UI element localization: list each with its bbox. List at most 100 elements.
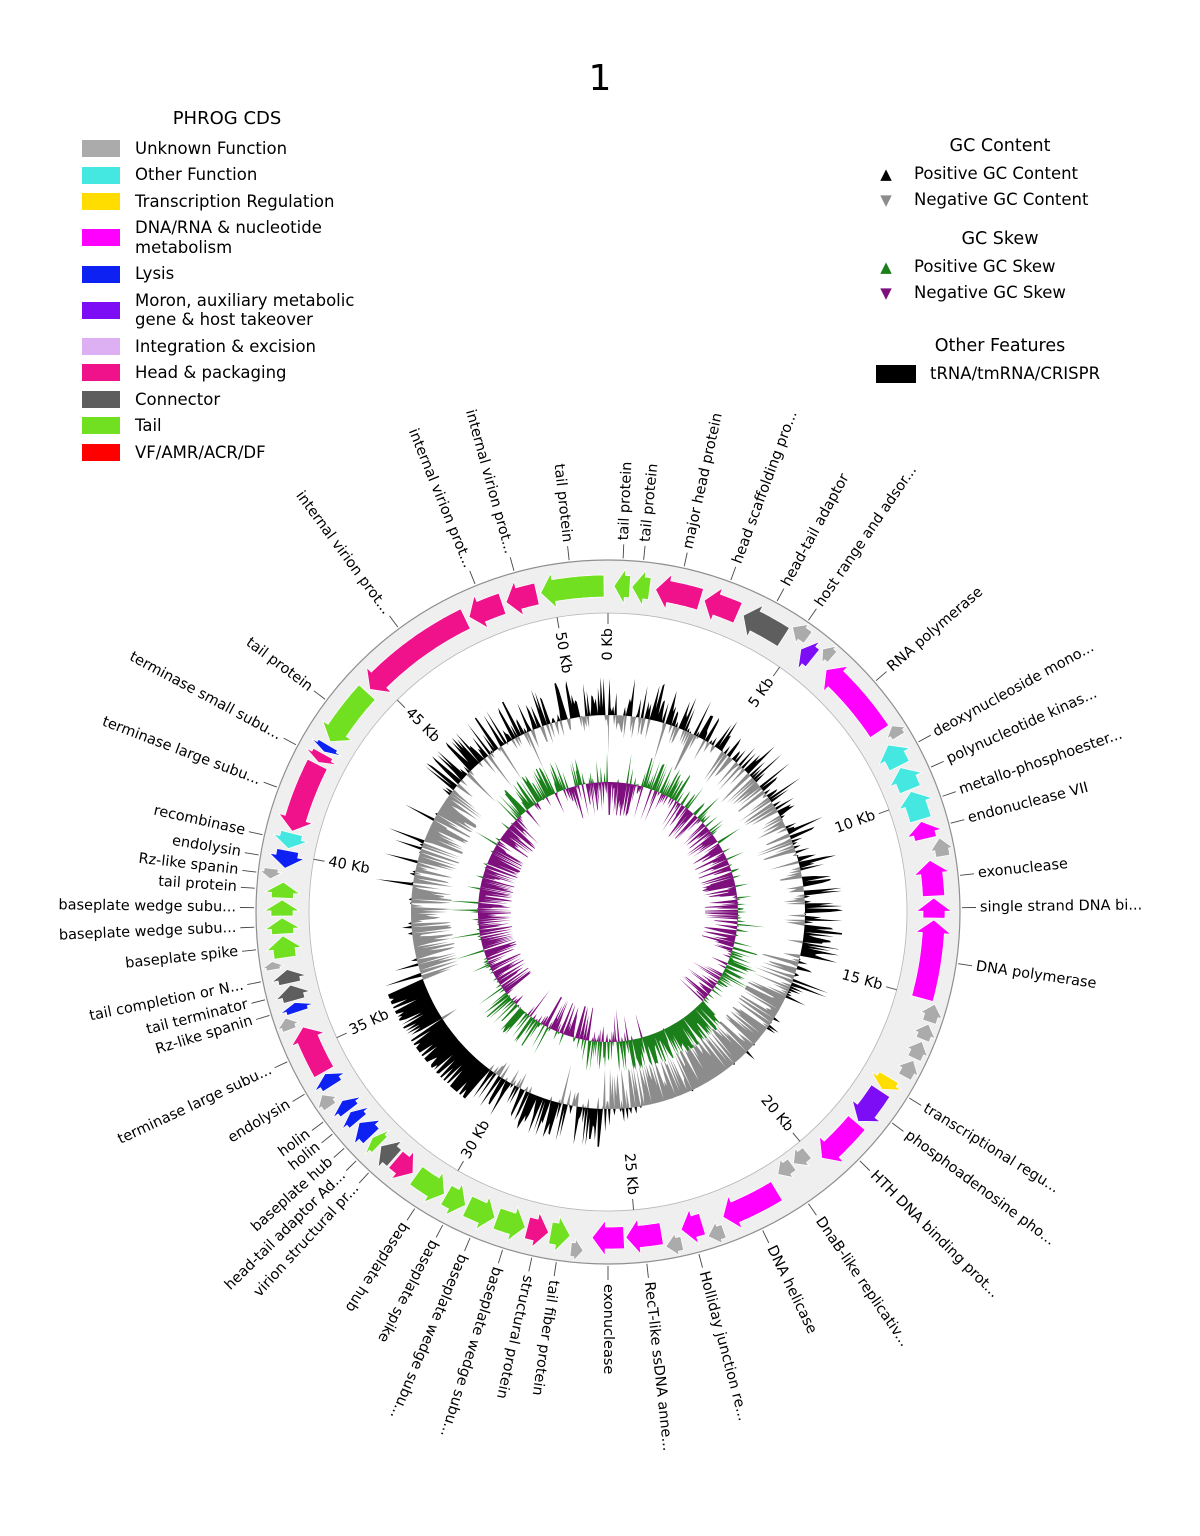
gene-label: baseplate wedge subu... [59, 920, 237, 944]
triangle-up-icon: ▲ [880, 257, 892, 276]
gene-arrow [819, 1115, 866, 1163]
label-leader-line [358, 1172, 369, 1184]
gene-arrow [265, 935, 303, 960]
gene-arrow [906, 1040, 928, 1062]
gene-arrow [505, 580, 540, 617]
gene-label: DNA helicase [763, 1243, 819, 1336]
gene-label: terminase small subu... [127, 649, 284, 743]
label-leader-line [274, 1061, 288, 1069]
other-features-legend-title: Other Features [934, 336, 1066, 356]
legend-item: ▲ Positive GC Content [850, 164, 1170, 183]
gene-arrow [311, 737, 342, 757]
legend-label: Positive GC Content [914, 164, 1079, 183]
gene-arrow [591, 1219, 625, 1257]
gene-arrow [492, 1205, 526, 1242]
label-leader-line [528, 1257, 533, 1272]
gene-arrow [569, 1237, 584, 1262]
legend-label: Unknown Function [135, 139, 288, 158]
legend-item: ▲ Positive GC Skew [850, 257, 1170, 276]
legend-swatch-moron [82, 301, 120, 319]
kb-tick-line [313, 858, 325, 862]
gene-arrow [625, 1218, 664, 1255]
gene-arrow [272, 829, 309, 850]
gene-arrow [871, 1071, 902, 1091]
legend-swatch-lysis [82, 265, 120, 283]
page-title: 1 [588, 58, 612, 99]
label-leader-line [406, 1208, 416, 1221]
gene-arrow [314, 1072, 345, 1093]
gene-arrow [322, 684, 376, 742]
gene-label: exonuclease [977, 856, 1069, 881]
gene-arrow [722, 1181, 783, 1230]
kb-tick-label: 0 Kb [600, 628, 616, 661]
legend-label: tRNA/tmRNA/CRISPR [930, 364, 1101, 383]
legend-item-integration: Integration & excision [82, 337, 442, 356]
gene-label: baseplate wedge subu... [58, 897, 236, 915]
gene-arrow [742, 604, 790, 647]
label-leader-line [553, 1262, 557, 1277]
gene-label: single strand DNA bi... [980, 897, 1142, 915]
legend-swatch-other [82, 166, 120, 184]
kb-tick-line [556, 617, 560, 629]
gene-arrow [388, 1150, 414, 1180]
gene-arrow [366, 608, 471, 693]
gene-arrow [377, 1140, 403, 1169]
kb-tick-line [396, 699, 406, 709]
legend-label: Moron, auxiliary metabolic gene & host t… [135, 290, 355, 330]
gene-label: DnaB-like replicativ... [812, 1214, 912, 1350]
label-leader-line [292, 1093, 305, 1102]
gene-arrow [897, 1059, 919, 1081]
label-leader-line [622, 544, 625, 559]
gene-label: recombinase [152, 803, 247, 839]
gene-arrow [631, 569, 652, 607]
legend-label: Positive GC Skew [914, 257, 1056, 276]
legend-item-tail: Tail [82, 416, 442, 435]
gene-arrow [263, 917, 302, 935]
gene-arrow [263, 899, 301, 917]
legend-label: Negative GC Skew [914, 283, 1066, 302]
label-leader-line [389, 615, 399, 628]
legend-item-lysis: Lysis [82, 264, 442, 283]
gene-arrow [263, 881, 302, 899]
gc-skew-legend-title: GC Skew [961, 229, 1039, 249]
gene-label: endolysin [225, 1097, 293, 1147]
legend-item: tRNA/tmRNA/CRISPR [850, 364, 1170, 383]
gc-legend: GC Content ▲ Positive GC Content ▼ Negative… [850, 136, 1170, 390]
gene-arrow [274, 984, 312, 1004]
label-leader-line [247, 981, 262, 986]
label-leader-line [808, 1203, 817, 1216]
legend-item-connector: Connector [82, 390, 442, 409]
gene-arrow [930, 837, 954, 858]
gene-label: structural protein [493, 1274, 536, 1401]
triangle-down-icon: ▼ [880, 190, 892, 209]
gene-arrow [655, 573, 704, 611]
phrog-cds-legend: PHROG CDS Unknown Function Other Function… [82, 108, 442, 469]
gene-arrow [332, 1096, 362, 1119]
gene-arrow [665, 1232, 685, 1256]
label-leader-line [942, 791, 956, 797]
label-leader-line [251, 999, 266, 1004]
gene-arrow [851, 1084, 891, 1122]
gene-arrow [440, 1182, 466, 1216]
label-leader-line [497, 1249, 503, 1264]
label-leader-line [776, 588, 785, 602]
legend-item-other: Other Function [82, 165, 442, 184]
label-leader-line [960, 873, 975, 876]
gene-arrow [920, 1003, 943, 1025]
gene-arrows [258, 567, 954, 1262]
label-leader-line [333, 1147, 345, 1158]
gene-arrow [523, 1211, 550, 1248]
gene-arrow [613, 567, 631, 606]
gene-arrow [462, 1195, 496, 1230]
gene-arrow [277, 1017, 300, 1033]
label-leader-line [345, 1160, 357, 1171]
label-leader-line [242, 949, 257, 952]
gene-arrow [913, 1023, 936, 1043]
label-leader-line [908, 1097, 922, 1106]
label-leader-line [464, 1237, 471, 1252]
label-leader-line [698, 1254, 703, 1268]
genome-ring [255, 559, 961, 1265]
kb-tick-label: 50 Kb [552, 631, 575, 675]
label-leader-line [242, 870, 257, 873]
label-leader-line [263, 781, 277, 788]
